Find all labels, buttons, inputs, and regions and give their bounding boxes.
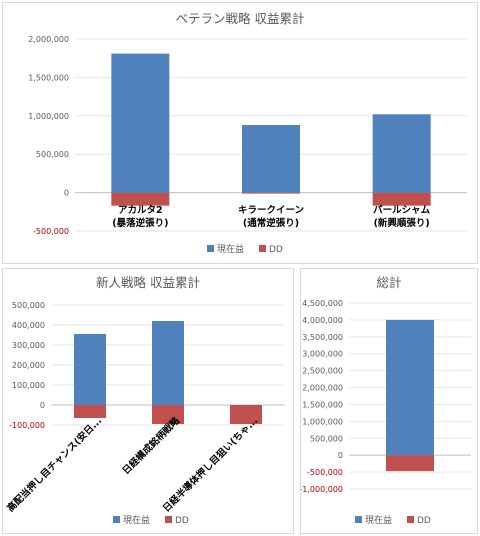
y-tick-label: 500,000	[36, 150, 69, 159]
y-tick-label: 1,000,000	[28, 112, 69, 121]
legend-swatch	[207, 245, 214, 252]
bar-current-profit	[152, 321, 184, 405]
category-label: キラークイーン	[238, 205, 304, 216]
category-label: 日経構成銘柄戦略	[120, 414, 183, 477]
veteran-chart: ベテラン戦略 収益累計 2,000,000 1,500,000 1,000,000 50…	[28, 11, 467, 255]
chart-title: ベテラン戦略 収益累計	[176, 11, 305, 26]
y-tick-label: 0	[40, 401, 45, 410]
y-tick-label: 300,000	[12, 341, 45, 350]
legend-swatch	[355, 516, 362, 523]
legend-swatch	[165, 516, 172, 523]
y-tick-label: -100,000	[9, 421, 45, 430]
bar-current-profit	[386, 319, 434, 456]
legend-label: 現在益	[365, 514, 392, 526]
y-tick-label: 4,000,000	[302, 316, 343, 325]
y-tick-label: 200,000	[12, 361, 45, 370]
legend-label: DD	[417, 516, 431, 526]
bar-drawdown	[111, 192, 170, 206]
y-tick-label: 0	[64, 189, 69, 198]
category-label: (通常逆張り)	[243, 217, 299, 229]
bar-current-profit	[74, 334, 106, 405]
bar-drawdown	[74, 405, 106, 418]
y-tick-label: 1,500,000	[302, 400, 343, 409]
category-label: パールシャム	[373, 204, 431, 216]
y-tick-label: 2,500,000	[302, 367, 343, 376]
newcomer-chart-panel: 新人戦略 収益累計 500,000 400,000 300,000 200,000 100…	[2, 268, 294, 534]
bar-drawdown	[230, 405, 262, 424]
y-tick-label: 2,000,000	[28, 35, 69, 44]
bar-drawdown	[242, 192, 300, 194]
y-tick-label: -500,000	[33, 227, 69, 236]
legend-swatch	[259, 245, 266, 252]
bar-drawdown	[372, 192, 431, 206]
y-tick-label: -1,000,000	[301, 485, 343, 494]
y-tick-label: 1,000,000	[302, 417, 343, 426]
category-label: (暴落逆張り)	[112, 217, 168, 229]
bar-drawdown	[386, 455, 434, 472]
legend-swatch	[407, 516, 414, 523]
bar-current-profit	[111, 53, 170, 193]
bar-current-profit	[372, 114, 431, 193]
legend-swatch	[113, 516, 120, 523]
veteran-chart-panel: ベテラン戦略 収益累計 2,000,000 1,500,000 1,000,000 50…	[2, 2, 478, 264]
y-tick-label: 3,000,000	[302, 350, 343, 359]
total-chart: 総計 4,500,000 4,000,000 3,500,000 3,000,000 2,…	[301, 275, 471, 526]
y-tick-label: 400,000	[12, 321, 45, 330]
newcomer-chart: 新人戦略 収益累計 500,000 400,000 300,000 200,000 100…	[4, 275, 285, 526]
bar-drawdown	[152, 405, 184, 424]
y-tick-label: 100,000	[12, 381, 45, 390]
legend-label: DD	[269, 245, 283, 255]
category-label: アカルタ2	[118, 204, 163, 216]
legend-label: DD	[175, 516, 189, 526]
y-tick-label: 500,000	[310, 434, 343, 443]
y-tick-label: 500,000	[12, 301, 45, 310]
y-tick-label: 4,500,000	[302, 299, 343, 308]
total-chart-panel: 総計 4,500,000 4,000,000 3,500,000 3,000,000 2,…	[300, 268, 478, 534]
y-tick-label: 1,500,000	[28, 73, 69, 82]
y-tick-label: 3,500,000	[302, 333, 343, 342]
legend-label: 現在益	[123, 514, 150, 526]
bar-current-profit	[242, 125, 300, 193]
y-tick-label: 2,000,000	[302, 384, 343, 393]
category-label: (新興順張り)	[374, 217, 430, 229]
chart-title: 新人戦略 収益累計	[96, 275, 200, 290]
y-tick-label: 0	[338, 451, 343, 460]
y-tick-label: -500,000	[307, 468, 343, 477]
chart-title: 総計	[376, 275, 401, 290]
legend-label: 現在益	[217, 243, 244, 255]
